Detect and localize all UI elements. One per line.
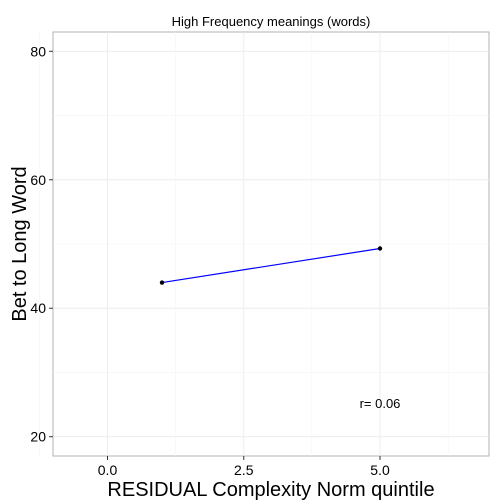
x-tick-label: 2.5	[234, 462, 254, 478]
series-layer	[159, 246, 383, 285]
y-tick-label: 20	[30, 429, 46, 445]
tick-layer: 0.0 2.5 5.0 20 40 60 80	[30, 43, 390, 478]
annotation-layer: r= 0.06	[360, 396, 401, 411]
correlation-annotation: r= 0.06	[360, 396, 401, 411]
chart-title: High Frequency meanings (words)	[172, 14, 371, 29]
y-tick-label: 40	[30, 300, 46, 316]
series-line	[161, 247, 381, 284]
y-tick-label: 60	[30, 172, 46, 188]
grid-layer	[39, 32, 489, 456]
y-axis-label: Bet to Long Word	[9, 166, 31, 321]
data-point	[159, 280, 165, 285]
x-axis-label: RESIDUAL Complexity Norm quintile	[107, 479, 434, 501]
data-point	[377, 246, 383, 251]
x-tick-label: 0.0	[98, 462, 118, 478]
y-tick-label: 80	[30, 43, 46, 59]
x-tick-label: 5.0	[370, 462, 390, 478]
